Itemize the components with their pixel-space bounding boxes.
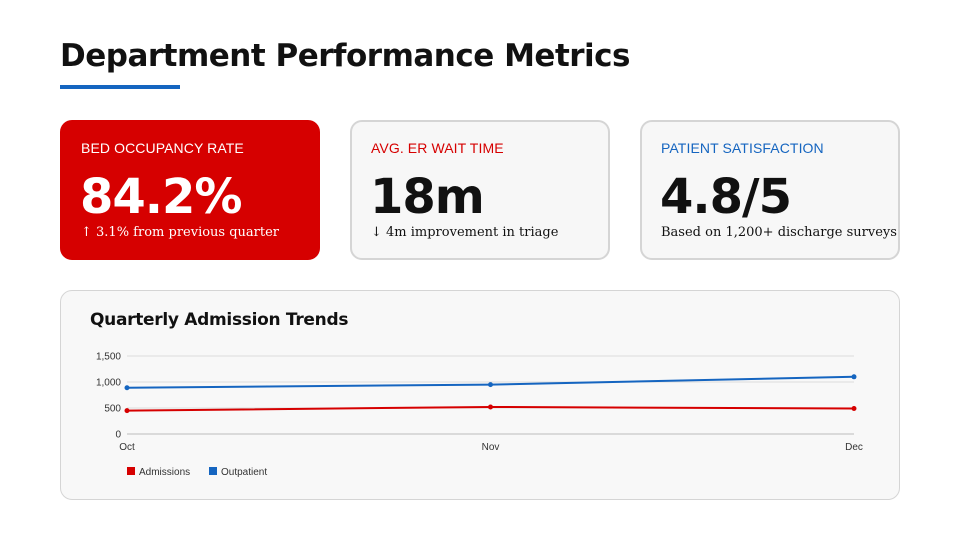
kpi-label: BED OCCUPANCY RATE xyxy=(81,140,244,156)
x-tick-label: Nov xyxy=(482,442,500,453)
legend-swatch xyxy=(209,467,217,475)
kpi-value: 4.8/5 xyxy=(660,169,792,225)
data-point-outpatient xyxy=(488,382,493,388)
legend-label: Admissions xyxy=(139,467,190,478)
y-tick-label: 0 xyxy=(115,430,121,441)
data-point-admissions xyxy=(851,406,857,412)
legend-swatch xyxy=(127,467,135,475)
data-point-admissions xyxy=(124,408,130,414)
admission-trends-chart: 0 500 1,000 1,500 Oct Nov Dec Admissions Outpati… xyxy=(96,352,863,479)
kpi-label: AVG. ER WAIT TIME xyxy=(371,140,504,156)
kpi-card-er-wait-time: AVG. ER WAIT TIME 18m ↓ 4m improvement i… xyxy=(350,120,610,260)
y-tick-label: 1,000 xyxy=(96,378,121,389)
y-tick-label: 500 xyxy=(104,404,121,415)
chart-title: Quarterly Admission Trends xyxy=(90,310,349,330)
kpi-label: PATIENT SATISFACTION xyxy=(661,140,824,156)
kpi-value: 84.2% xyxy=(80,169,243,225)
data-point-outpatient xyxy=(851,374,857,380)
title-underline xyxy=(60,85,180,89)
kpi-card-patient-satisfaction: PATIENT SATISFACTION 4.8/5 Based on 1,20… xyxy=(640,120,900,260)
chart-card: Quarterly Admission Trends 0 500 1,000 1,50… xyxy=(60,290,900,500)
kpi-subtext: Based on 1,200+ discharge surveys xyxy=(661,225,897,240)
kpi-value: 18m xyxy=(370,169,485,225)
kpi-card-bed-occupancy: BED OCCUPANCY RATE 84.2% ↑ 3.1% from pre… xyxy=(60,120,320,260)
legend-label: Outpatient xyxy=(221,467,267,478)
kpi-subtext: ↑ 3.1% from previous quarter xyxy=(81,225,280,240)
x-tick-label: Dec xyxy=(845,442,863,453)
page-title: Department Performance Metrics xyxy=(60,38,631,74)
data-point-outpatient xyxy=(124,385,130,391)
data-point-admissions xyxy=(488,404,493,410)
y-tick-label: 1,500 xyxy=(96,352,121,363)
x-tick-label: Oct xyxy=(119,442,135,453)
kpi-subtext: ↓ 4m improvement in triage xyxy=(371,225,559,240)
